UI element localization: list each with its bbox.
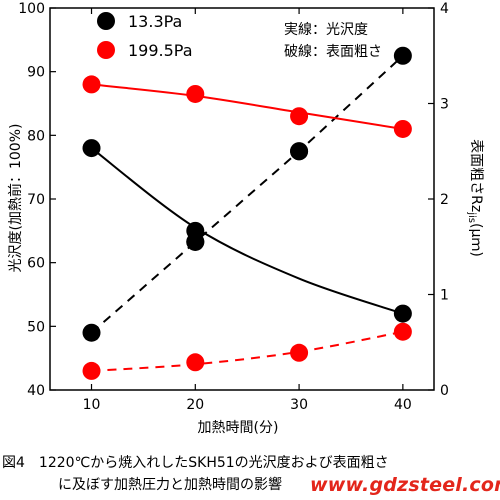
y-left-tick-label: 50 bbox=[27, 319, 45, 335]
y-axis-right-title-subscript: jis bbox=[466, 211, 477, 223]
roughness-point-13-3pa bbox=[290, 142, 309, 161]
tick-labels-layer: 10 20 30 40 40 50 60 70 80 90 100 0 1 2 3 4 bbox=[18, 1, 449, 413]
y-right-tick-label: 4 bbox=[440, 1, 449, 17]
gloss-line-13-3pa bbox=[90, 147, 404, 315]
gloss-point-13-3pa bbox=[82, 139, 101, 158]
annotation-solid-line: 実線：光沢度 bbox=[284, 22, 368, 38]
x-tick-label: 30 bbox=[290, 397, 308, 413]
x-axis-title: 加熱時間(分) bbox=[198, 420, 279, 436]
caption-line-1: 図4 1220℃から焼入れしたSKH51の光沢度および表面粗さ bbox=[2, 455, 389, 471]
roughness-line-199-5pa bbox=[91, 330, 404, 372]
series-lines-layer bbox=[90, 55, 404, 372]
roughness-line-13-3pa bbox=[90, 55, 404, 334]
figure-caption: 図4 1220℃から焼入れしたSKH51の光沢度および表面粗さ に及ぼす加熱圧力… bbox=[0, 452, 500, 496]
y-axis-right-title: 表面粗さRzjis(μｍ) bbox=[466, 139, 484, 257]
legend-marker-13-3pa bbox=[97, 12, 115, 30]
y-left-tick-label: 100 bbox=[18, 1, 45, 17]
roughness-point-199-5pa bbox=[82, 361, 101, 380]
gloss-point-199-5pa bbox=[186, 84, 205, 103]
y-left-tick-label: 60 bbox=[27, 256, 45, 272]
gloss-point-199-5pa bbox=[290, 107, 309, 126]
legend: 13.3Pa 199.5Pa bbox=[97, 12, 193, 60]
legend-marker-199-5pa bbox=[97, 41, 115, 59]
roughness-point-13-3pa bbox=[82, 323, 101, 342]
y-left-tick-label: 40 bbox=[27, 383, 45, 399]
data-points-layer bbox=[82, 46, 412, 380]
y-right-tick-label: 3 bbox=[440, 97, 449, 113]
y-axis-right-title-unit: (μｍ) bbox=[468, 223, 484, 257]
roughness-point-13-3pa bbox=[393, 46, 412, 65]
gloss-line-199-5pa bbox=[91, 83, 404, 130]
x-tick-label: 20 bbox=[186, 397, 204, 413]
watermark: www.gdzsteel.com bbox=[310, 474, 500, 496]
roughness-point-13-3pa bbox=[186, 232, 205, 251]
line-style-annotation: 実線：光沢度 破線：表面粗さ bbox=[284, 22, 382, 60]
y-right-tick-label: 0 bbox=[440, 383, 449, 399]
x-tick-label: 10 bbox=[83, 397, 101, 413]
roughness-point-199-5pa bbox=[290, 343, 309, 362]
roughness-point-199-5pa bbox=[186, 353, 205, 372]
y-left-tick-label: 70 bbox=[27, 192, 45, 208]
roughness-point-199-5pa bbox=[393, 322, 412, 341]
gloss-point-199-5pa bbox=[393, 119, 412, 138]
y-axis-right-title-main: 表面粗さRz bbox=[468, 139, 484, 212]
x-tick-label: 40 bbox=[394, 397, 412, 413]
plot-frame bbox=[49, 7, 435, 391]
legend-label-13-3pa: 13.3Pa bbox=[128, 12, 182, 31]
plot-frame-layer bbox=[49, 7, 435, 391]
dual-axis-chart: 10 20 30 40 40 50 60 70 80 90 100 0 1 2 3 4 加熱時間(分) 光沢度… bbox=[7, 1, 484, 436]
caption-line-2: に及ぼす加熱圧力と加熱時間の影響 bbox=[58, 477, 282, 493]
gloss-point-13-3pa bbox=[393, 304, 412, 323]
y-left-tick-label: 90 bbox=[27, 65, 45, 81]
y-left-tick-label: 80 bbox=[27, 128, 45, 144]
annotation-dashed-line: 破線：表面粗さ bbox=[284, 44, 382, 60]
y-right-tick-label: 1 bbox=[440, 288, 449, 304]
y-right-tick-label: 2 bbox=[440, 192, 449, 208]
legend-label-199-5pa: 199.5Pa bbox=[128, 41, 193, 60]
y-axis-left-title: 光沢度(加熱前：100%) bbox=[7, 124, 24, 273]
gloss-point-199-5pa bbox=[82, 75, 101, 94]
